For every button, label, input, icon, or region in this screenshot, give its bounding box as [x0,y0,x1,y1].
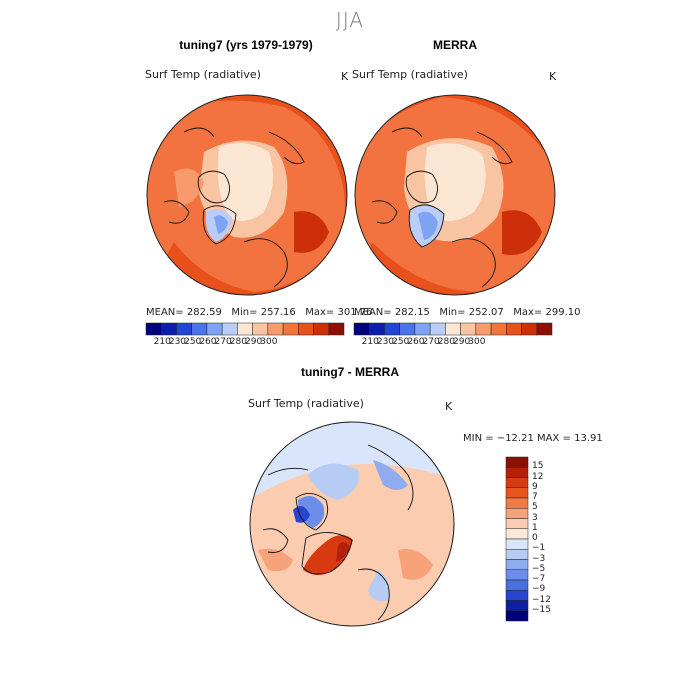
colorbar-swatch [505,497,529,509]
colorbar-swatch [414,322,431,336]
colorbar-swatch [221,322,238,336]
panel-diff-variable: Surf Temp (radiative) [248,397,364,410]
colorbar-swatch [282,322,299,336]
colorbar-diff-labels: 15 12 9 7 5 3 1 0 −1 −3 −5 −7 −9 −12 −15 [532,457,562,621]
colorbar-swatch [313,322,330,336]
colorbar-tick-label: 280 [229,337,247,347]
colorbar-tick-label: 5 [532,502,538,513]
panel-diff-title: tuning7 - MERRA [301,365,399,379]
colorbar-swatch [237,322,253,336]
colorbar-tick-label: −12 [532,594,551,605]
colorbar-swatch [505,549,529,560]
colorbar-swatch [328,322,345,336]
colorbar-tick-label: 230 [168,337,187,347]
colorbar-tick-label: 260 [199,337,217,347]
colorbar-swatch [399,322,416,336]
colorbar-model [145,322,345,336]
colorbar-swatch [505,590,529,601]
panel-merra-stats: MEAN= 282.15 Min= 252.07 Max= 299.10 [354,307,581,318]
colorbar-swatch [505,487,529,499]
colorbar-swatch [505,456,529,468]
colorbar-tick-label: 12 [532,471,544,482]
colorbar-tick-label: 280 [437,337,455,347]
season-title: JJA [335,8,365,32]
colorbar-tick-label: 230 [376,337,395,347]
colorbar-tick-label: 15 [532,461,544,472]
colorbar-swatch [505,467,529,478]
colorbar-tick-label: 260 [407,337,425,347]
colorbar-swatch [353,322,370,336]
panel-diff-units: K [445,400,453,413]
colorbar-swatch [536,322,553,336]
colorbar-swatch [429,322,446,336]
map-diff-polar [249,421,455,627]
colorbar-tick-label: 3 [532,512,538,523]
panel-model-units: K [341,70,349,83]
colorbar-tick-label: −9 [532,584,546,595]
colorbar-diff [505,456,529,622]
colorbar-swatch [475,322,492,336]
map-model-polar [146,94,348,296]
colorbar-tick-label: 210 [361,337,379,347]
colorbar-tick-label: 210 [153,337,171,347]
colorbar-swatch [490,322,507,336]
colorbar-tick-label: 290 [453,337,471,347]
colorbar-swatch [191,322,208,336]
colorbar-tick-label: −5 [532,563,546,574]
colorbar-swatch [505,600,529,611]
colorbar-swatch [176,322,192,336]
panel-model-stats: MEAN= 282.59 Min= 257.16 Max= 301.76 [146,307,373,318]
colorbar-swatch [505,528,529,540]
panel-merra-variable: Surf Temp (radiative) [352,68,468,81]
colorbar-merra-labels: 210 230 250 260 270 280 290 300 [354,337,552,349]
panel-model-title: tuning7 (yrs 1979-1979) [179,38,313,52]
colorbar-tick-label: 290 [245,337,263,347]
colorbar-swatch [505,518,529,529]
map-merra-polar [354,94,556,296]
colorbar-tick-label: 300 [260,337,278,347]
colorbar-swatch [521,322,538,336]
panel-merra-units: K [549,70,557,83]
colorbar-tick-label: 0 [532,533,538,543]
colorbar-tick-label: −15 [532,604,551,615]
colorbar-swatch [505,610,529,622]
colorbar-tick-label: 1 [532,522,538,533]
colorbar-tick-label: 270 [422,337,440,347]
colorbar-tick-label: 250 [184,337,202,347]
colorbar-merra [353,322,553,336]
colorbar-swatch [505,477,529,488]
colorbar-swatch [505,569,529,581]
colorbar-swatch [368,322,385,336]
colorbar-swatch [384,322,400,336]
colorbar-swatch [267,322,284,336]
colorbar-swatch [445,322,461,336]
colorbar-swatch [298,322,314,336]
colorbar-swatch [505,538,529,550]
panel-model-variable: Surf Temp (radiative) [145,68,261,81]
colorbar-tick-label: −1 [532,543,546,554]
colorbar-swatch [145,322,162,336]
colorbar-tick-label: 9 [532,481,538,492]
colorbar-tick-label: 7 [532,492,538,502]
colorbar-swatch [160,322,177,336]
colorbar-swatch [506,322,522,336]
colorbar-tick-label: 250 [392,337,410,347]
colorbar-swatch [252,322,269,336]
colorbar-tick-label: −7 [532,574,546,584]
colorbar-tick-label: 300 [468,337,486,347]
colorbar-swatch [505,579,529,591]
panel-merra-title: MERRA [433,38,477,52]
colorbar-tick-label: −3 [532,553,546,564]
colorbar-swatch [505,508,529,519]
colorbar-model-labels: 210 230 250 260 270 280 290 300 [146,337,344,349]
panel-diff-minmax: MIN = −12.21 MAX = 13.91 [463,433,603,444]
colorbar-tick-label: 270 [214,337,232,347]
colorbar-swatch [206,322,223,336]
colorbar-swatch [505,559,529,570]
colorbar-swatch [460,322,477,336]
